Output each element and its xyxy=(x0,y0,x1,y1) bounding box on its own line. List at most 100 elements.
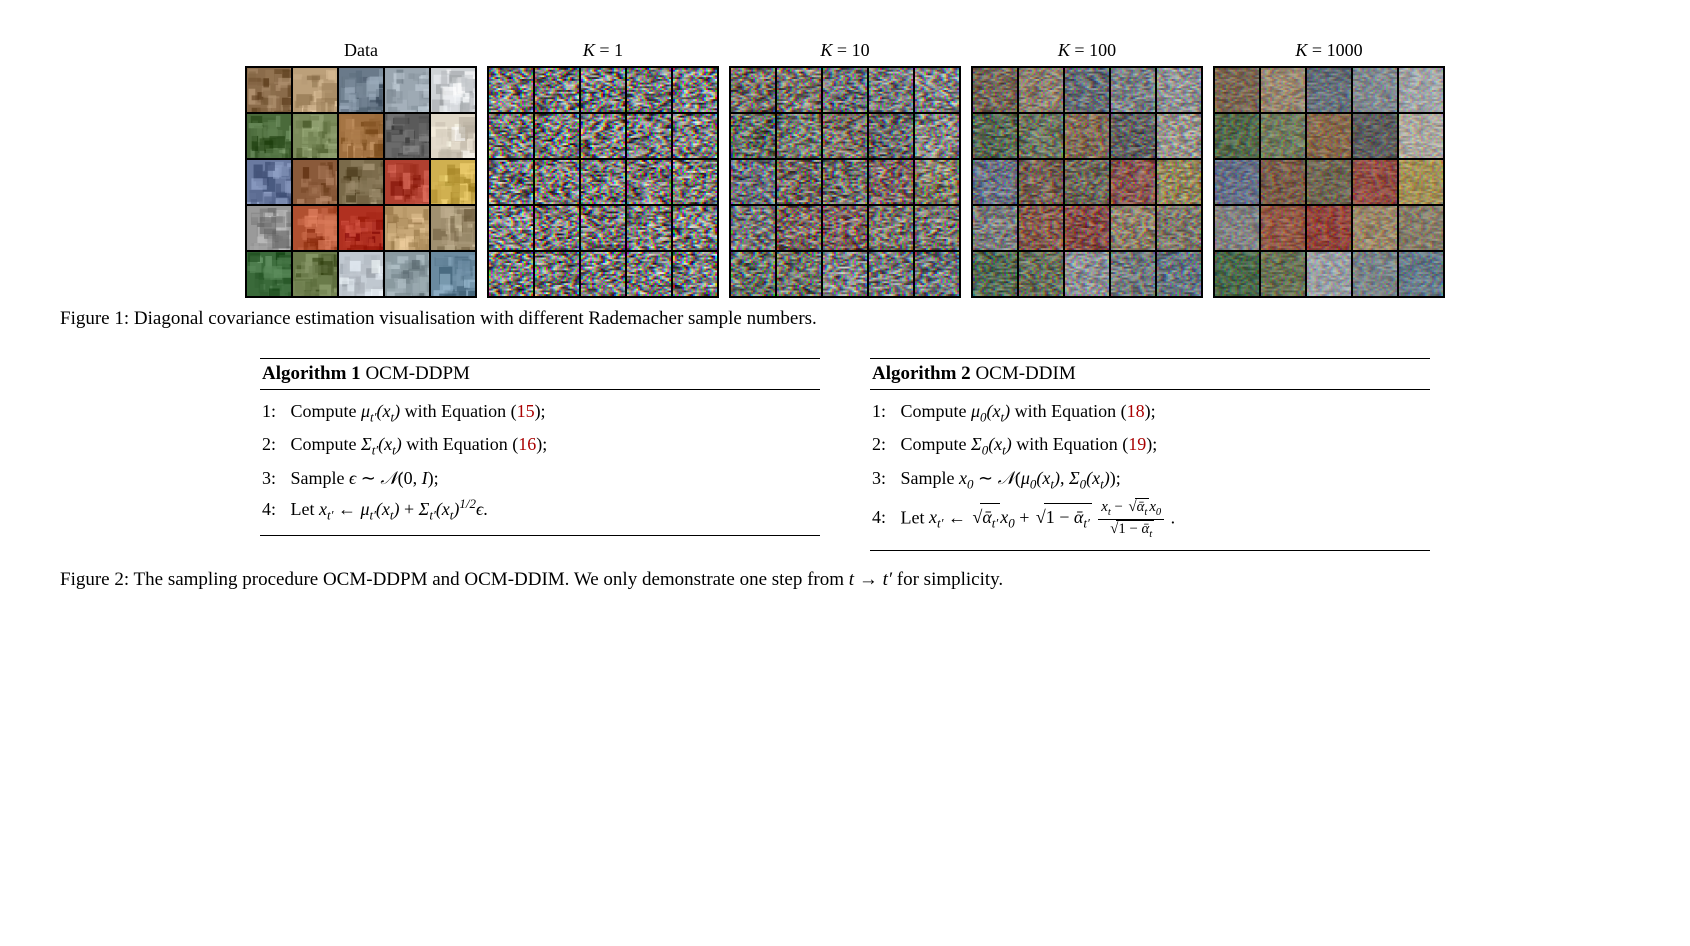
thumbnail xyxy=(777,114,821,158)
thumbnail xyxy=(627,206,671,250)
thumbnail xyxy=(973,206,1017,250)
thumbnail xyxy=(581,160,625,204)
thumbnail xyxy=(1353,206,1397,250)
thumbnail xyxy=(339,160,383,204)
thumbnail xyxy=(777,206,821,250)
thumbnail xyxy=(293,160,337,204)
figure-1-panel: Data xyxy=(245,40,477,298)
thumbnail xyxy=(869,206,913,250)
thumbnail xyxy=(1353,68,1397,112)
thumbnail xyxy=(581,206,625,250)
thumbnail xyxy=(535,114,579,158)
thumbnail xyxy=(535,252,579,296)
thumbnail xyxy=(731,206,775,250)
panel-label: Data xyxy=(344,40,378,62)
algorithm-1-title: Algorithm 1 OCM-DDPM xyxy=(260,358,820,390)
thumbnail xyxy=(489,68,533,112)
thumbnail xyxy=(1019,206,1063,250)
thumbnail xyxy=(823,252,867,296)
thumbnail xyxy=(1353,160,1397,204)
panel-label: K = 1000 xyxy=(1295,40,1362,62)
thumbnail xyxy=(1307,206,1351,250)
thumbnail xyxy=(535,206,579,250)
figure-1-panels: Data K = 1 K = 10 K = 100 K = 1000 xyxy=(60,40,1630,298)
thumbnail xyxy=(1261,206,1305,250)
thumbnail xyxy=(777,160,821,204)
thumbnail xyxy=(247,252,291,296)
thumbnail xyxy=(1019,252,1063,296)
thumbnail xyxy=(293,68,337,112)
panel-label: K = 100 xyxy=(1058,40,1116,62)
thumbnail xyxy=(1157,160,1201,204)
thumbnail xyxy=(973,252,1017,296)
thumbnail xyxy=(777,252,821,296)
thumbnail xyxy=(1157,68,1201,112)
thumbnail xyxy=(431,252,475,296)
thumbnail-grid xyxy=(1213,66,1445,298)
algorithm-2: Algorithm 2 OCM-DDIM 1: Compute μ0(xt) w… xyxy=(870,358,1430,551)
thumbnail xyxy=(1065,68,1109,112)
thumbnail xyxy=(1215,160,1259,204)
thumbnail xyxy=(1111,68,1155,112)
algorithm-1-title-bold: Algorithm 1 xyxy=(262,363,361,384)
thumbnail xyxy=(673,206,717,250)
thumbnail xyxy=(1019,160,1063,204)
thumbnail xyxy=(869,114,913,158)
thumbnail xyxy=(627,114,671,158)
algorithm-1: Algorithm 1 OCM-DDPM 1: Compute μt′(xt) … xyxy=(260,358,820,551)
thumbnail xyxy=(1399,206,1443,250)
algorithm-step: 2: Compute Σt′(xt) with Equation (16); xyxy=(262,429,818,462)
thumbnail xyxy=(869,252,913,296)
thumbnail xyxy=(731,114,775,158)
thumbnail xyxy=(1111,252,1155,296)
thumbnail xyxy=(1215,252,1259,296)
thumbnail xyxy=(1111,160,1155,204)
thumbnail xyxy=(293,206,337,250)
algorithm-1-title-rest: OCM-DDPM xyxy=(361,363,470,384)
thumbnail xyxy=(489,114,533,158)
thumbnail xyxy=(1111,114,1155,158)
algorithm-2-title-rest: OCM-DDIM xyxy=(971,363,1076,384)
thumbnail xyxy=(627,160,671,204)
thumbnail xyxy=(1399,160,1443,204)
thumbnail xyxy=(293,114,337,158)
thumbnail xyxy=(1215,68,1259,112)
thumbnail xyxy=(385,114,429,158)
thumbnail xyxy=(431,160,475,204)
thumbnail-grid xyxy=(729,66,961,298)
figure-1-panel: K = 100 xyxy=(971,40,1203,298)
thumbnail xyxy=(673,68,717,112)
thumbnail xyxy=(973,68,1017,112)
figure-1-caption: Figure 1: Diagonal covariance estimation… xyxy=(60,308,1630,330)
algorithm-2-title-bold: Algorithm 2 xyxy=(872,363,971,384)
thumbnail xyxy=(823,68,867,112)
thumbnail xyxy=(731,68,775,112)
thumbnail xyxy=(385,206,429,250)
thumbnail xyxy=(247,114,291,158)
thumbnail xyxy=(1307,68,1351,112)
thumbnail xyxy=(385,160,429,204)
thumbnail xyxy=(915,68,959,112)
thumbnail xyxy=(385,252,429,296)
thumbnail xyxy=(973,160,1017,204)
figure-1-panel: K = 1000 xyxy=(1213,40,1445,298)
thumbnail xyxy=(1307,114,1351,158)
thumbnail xyxy=(1261,68,1305,112)
thumbnail xyxy=(1065,252,1109,296)
thumbnail xyxy=(673,252,717,296)
thumbnail xyxy=(1261,114,1305,158)
figure-1: Data K = 1 K = 10 K = 100 K = 1000 Figure 1:… xyxy=(60,40,1630,330)
thumbnail-grid xyxy=(245,66,477,298)
thumbnail xyxy=(1019,114,1063,158)
figure-2-algorithms: Algorithm 1 OCM-DDPM 1: Compute μt′(xt) … xyxy=(60,358,1630,551)
figure-1-panel: K = 1 xyxy=(487,40,719,298)
thumbnail xyxy=(339,206,383,250)
thumbnail xyxy=(1307,160,1351,204)
thumbnail xyxy=(869,68,913,112)
thumbnail xyxy=(823,160,867,204)
panel-label: K = 10 xyxy=(820,40,869,62)
thumbnail xyxy=(915,160,959,204)
algorithm-step: 4: Let xt′ ← ᾱt′x0 + 1 − ᾱt′ xt − ᾱtx01 … xyxy=(872,496,1428,542)
thumbnail xyxy=(535,68,579,112)
thumbnail xyxy=(869,160,913,204)
